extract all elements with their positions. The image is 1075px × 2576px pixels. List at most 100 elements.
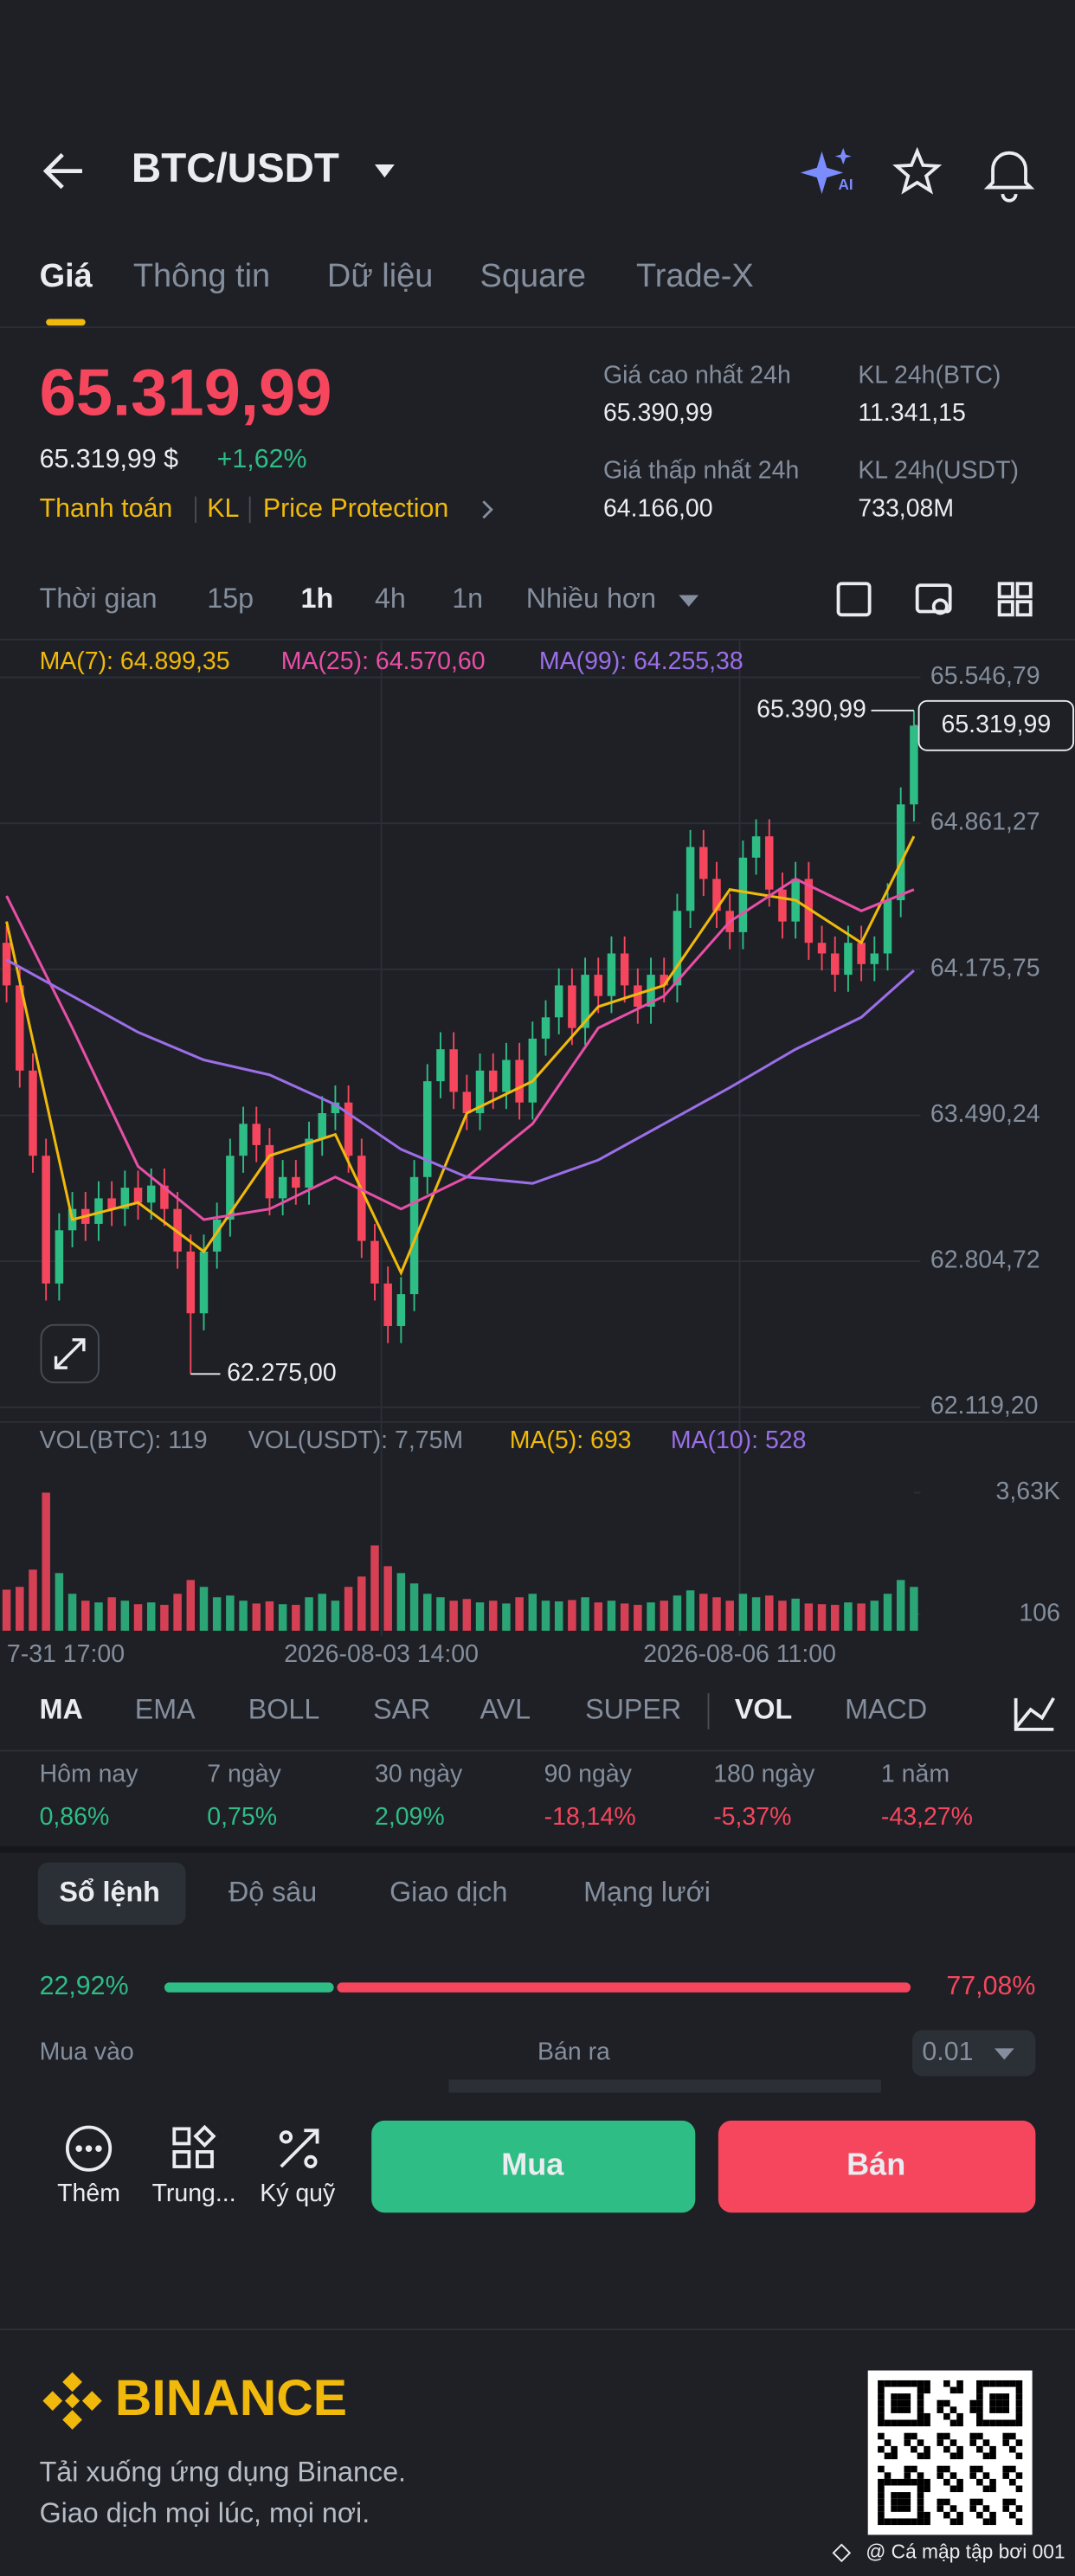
volume-bar [94,1602,103,1631]
tool-label[interactable]: Ký quỹ [260,2180,336,2207]
qr-cell [943,2511,950,2519]
interval[interactable]: 15p [207,583,254,614]
qr-cell [982,2380,990,2387]
qr-cell [917,2399,924,2407]
qr-cell [1015,2485,1023,2493]
indicator-tab[interactable]: BOLL [248,1694,320,1725]
orderbook-tab[interactable]: Giao dịch [389,1876,507,1907]
orderbook-tab[interactable]: Mạng lưới [583,1876,711,1907]
volume-bar [475,1602,485,1631]
sell-ratio: 77,08% [946,1971,1035,2000]
indicator-tab[interactable]: MA [40,1694,83,1725]
indicator-tab[interactable]: MACD [845,1694,927,1725]
qr-cell [924,2518,930,2526]
favorite-button[interactable] [892,146,943,195]
volume-bar [778,1600,787,1631]
qr-cell [878,2406,885,2413]
candle-body [554,985,563,1018]
qr-cell [982,2439,990,2446]
qr-cell [982,2472,990,2479]
interval[interactable]: 1h [301,583,334,614]
volume-bar [462,1599,472,1631]
alert-button[interactable] [983,151,1035,203]
qr-cell [976,2393,983,2400]
volume-bar [81,1600,90,1631]
volume-bar [686,1590,695,1631]
precision-select[interactable] [911,2030,1036,2077]
buy-label[interactable]: Mua [501,2147,564,2182]
orderbook-tab[interactable]: Sổ lệnh [59,1876,160,1907]
price-link[interactable]: Price Protection [263,493,448,523]
tab[interactable]: Dữ liệu [327,258,434,294]
more-dropdown[interactable] [679,595,699,607]
volume-bar [55,1573,64,1631]
interval[interactable]: 1n [452,583,483,614]
qr-cell [989,2393,996,2400]
tab[interactable]: Square [480,258,586,294]
precision-dropdown[interactable] [994,2048,1014,2060]
sell-button[interactable] [718,2120,1036,2213]
settings-button[interactable] [915,583,952,615]
tool-label[interactable]: Thêm [57,2180,120,2207]
candle-body [594,975,603,996]
indicator-settings[interactable] [1014,1697,1055,1731]
y-tick-label: 64.175,75 [930,954,1040,982]
indicator-tab[interactable]: AVL [480,1694,531,1725]
tab[interactable]: Trade-X [636,258,754,294]
tagline: Giao dịch mọi lúc, mọi nơi. [40,2497,370,2528]
sell-column-label: Bán ra [538,2038,610,2066]
qr-cell [969,2399,977,2407]
high-label: 65.390,99 [756,695,866,723]
back-button[interactable] [42,152,82,190]
tab[interactable]: Thông tin [133,258,270,294]
tool-label[interactable]: Trung... [152,2180,236,2207]
volume-bar [226,1595,235,1631]
qr-cell [956,2419,963,2427]
tab[interactable]: Giá [40,258,93,294]
qr-cell [937,2498,944,2506]
candle-body [29,1070,37,1156]
qr-cell [949,2386,957,2394]
pair-dropdown[interactable] [374,164,395,178]
trade-tool[interactable] [172,2124,216,2168]
interval[interactable]: 4h [375,583,406,614]
expand-button[interactable] [40,1323,100,1384]
volume-bar [751,1597,761,1631]
qr-cell [917,2439,924,2446]
indicator-tab[interactable]: VOL [735,1694,792,1725]
candle-body [515,1059,524,1103]
y-tick-label: 63.490,24 [930,1100,1040,1128]
stat-value: 64.166,00 [603,494,713,522]
price-link[interactable]: Thanh toán [40,493,173,523]
qr-cell [891,2498,898,2506]
candle-body [239,1124,248,1156]
precision-value[interactable]: 0.01 [922,2037,973,2066]
sell-label[interactable]: Bán [846,2147,905,2182]
layout-button[interactable] [997,582,1033,617]
qr-cell [911,2518,917,2526]
qr-cell [917,2412,924,2420]
fullscreen-button[interactable] [836,582,872,617]
buy-button[interactable] [371,2120,696,2213]
volume-bar [673,1595,682,1631]
qr-cell [878,2478,885,2486]
interval[interactable]: Nhiều hơn [526,583,656,614]
candle-body [226,1156,235,1220]
active-tab-indicator [46,319,86,326]
indicator-tab[interactable]: SUPER [585,1694,681,1725]
indicator-tab[interactable]: SAR [373,1694,430,1725]
qr-cell [891,2399,898,2407]
indicator-tab[interactable]: EMA [135,1694,196,1725]
price-link[interactable]: KL [207,493,239,523]
candle-body [475,1070,485,1114]
ai-button[interactable]: AI [800,147,853,195]
qr-cell [878,2445,885,2453]
qr-cell [1015,2518,1023,2526]
orderbook-tab[interactable]: Độ sâu [229,1876,317,1907]
candle-body [318,1113,326,1139]
qr-cell [976,2511,983,2519]
more-tool[interactable] [65,2125,113,2172]
margin-tool[interactable] [279,2128,319,2168]
qr-cell [884,2518,892,2526]
